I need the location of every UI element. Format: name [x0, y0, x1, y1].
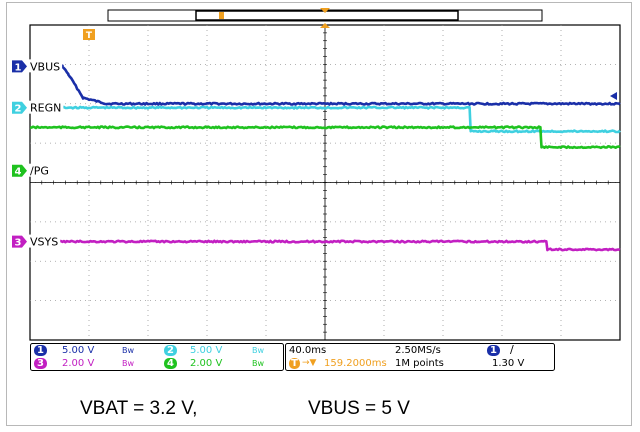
ch2-ground-marker: 2: [12, 101, 27, 115]
ch4-marker-number: 4: [15, 167, 22, 178]
ch1-scale: 5.00 V: [62, 345, 95, 356]
trigger-level-arrow: [610, 92, 617, 100]
sample-rate: 2.50MS/s: [395, 345, 441, 356]
ch4-scale-badge: 4: [164, 358, 177, 369]
trace-vbus: [30, 64, 621, 106]
trigger-position-arrow-top: [320, 8, 330, 13]
ch3-marker-number: 3: [15, 238, 22, 249]
ch4-label: /PG: [30, 165, 49, 178]
ch3-label: VSYS: [30, 236, 58, 249]
record-view-window: [195, 10, 459, 21]
trace-regn: [29, 105, 621, 134]
ch1-scale-badge: 1: [34, 345, 47, 356]
channel-labels: 1 VBUS 2 REGN 3 VSYS 4/PG: [12, 59, 64, 249]
ch3-bw-limit-icon: Bw: [122, 359, 135, 368]
trigger-source-badge: 1: [487, 345, 500, 356]
ch1-ground-marker: 1: [12, 60, 27, 73]
ch1-marker-number: 1: [15, 62, 22, 73]
trigger-delay-icon: T: [289, 358, 300, 369]
trace-pg: [29, 125, 621, 150]
ch3-ground-marker: 3: [12, 235, 27, 249]
trigger-level: 1.30 V: [492, 358, 525, 369]
trigger-delay: 159.2000ms: [324, 358, 387, 369]
ch2-label: REGN: [30, 102, 61, 115]
trigger-delay-arrow-icon: →▼: [302, 358, 317, 368]
graticule: [29, 24, 621, 341]
ch3-scale: 2.00 V: [62, 358, 95, 369]
trace-vsys: [29, 239, 621, 252]
caption-vbat: VBAT = 3.2 V,: [80, 398, 198, 419]
scope-info-panel: 1 5.00 V Bw 2 5.00 V Bw 3 2.00 V Bw 4 2.…: [30, 343, 555, 371]
ch2-marker-number: 2: [15, 104, 22, 115]
ch4-bw-limit-icon: Bw: [252, 359, 265, 368]
svg-text:T: T: [86, 31, 93, 41]
channel-scale-box: [30, 343, 284, 371]
ch1-bw-limit-icon: Bw: [122, 346, 135, 355]
trigger-position-arrow-bottom: [320, 23, 330, 28]
trigger-position-record-marker: [219, 12, 224, 19]
channel-markers: T: [83, 8, 617, 100]
trigger-time-marker: T: [83, 29, 95, 41]
ch1-label: VBUS: [30, 60, 60, 73]
ch2-scale-badge: 2: [164, 345, 177, 356]
trigger-slope-icon: ∕: [510, 343, 514, 356]
ch4-scale: 2.00 V: [190, 358, 223, 369]
caption-vbus: VBUS = 5 V: [308, 398, 410, 419]
ch2-scale: 5.00 V: [190, 345, 223, 356]
timebase: 40.0ms: [289, 345, 327, 356]
ch2-bw-limit-icon: Bw: [252, 346, 265, 355]
ch4-ground-marker: 4: [12, 164, 27, 178]
record-length: 1M points: [395, 358, 444, 369]
ch3-scale-badge: 3: [34, 358, 47, 369]
traces: [29, 64, 621, 252]
